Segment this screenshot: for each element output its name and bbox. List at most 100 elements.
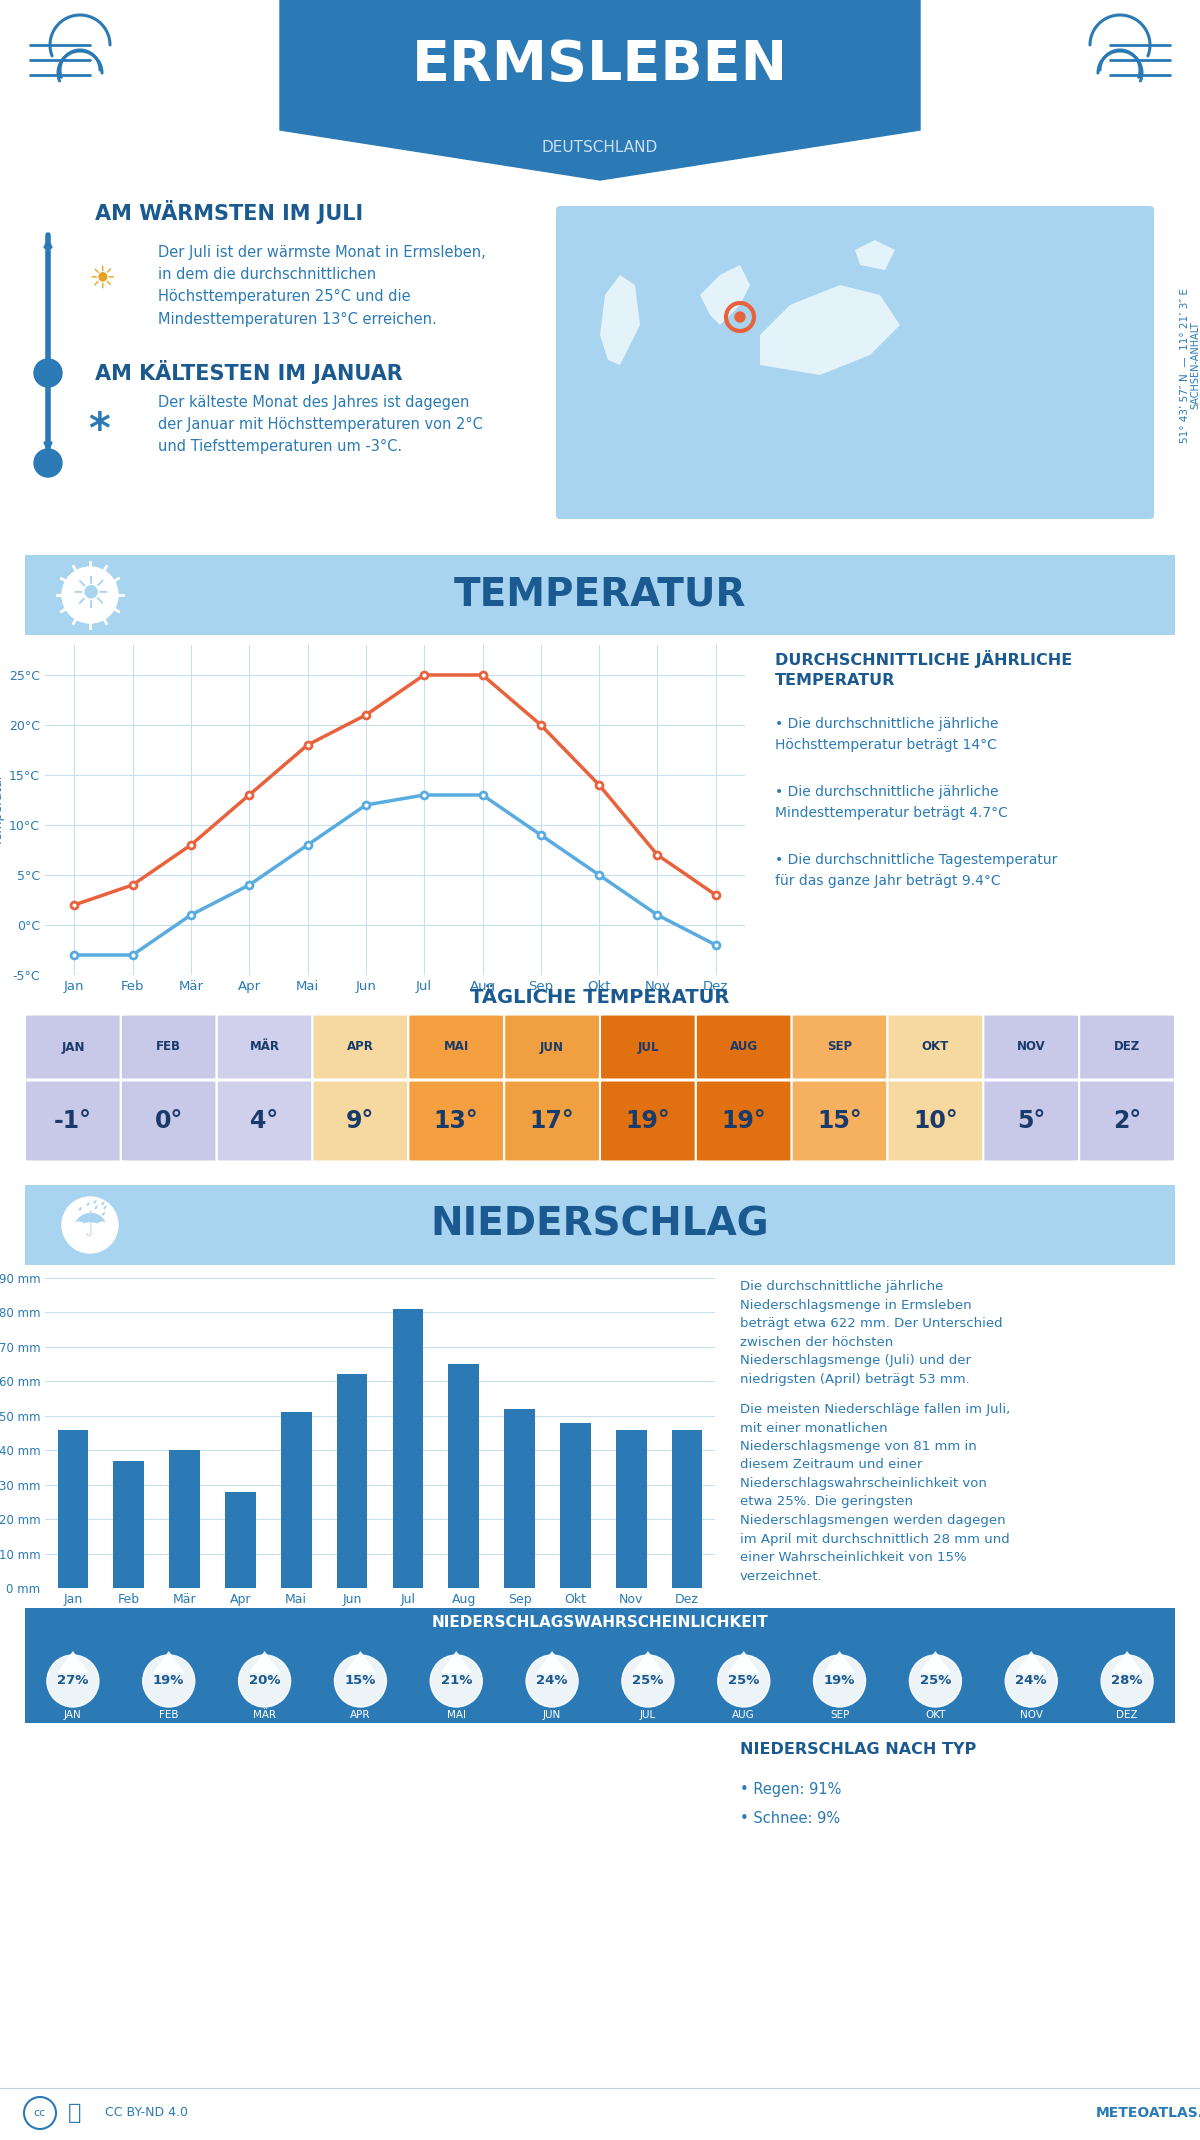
Polygon shape — [727, 1650, 760, 1673]
Text: JAN: JAN — [64, 1710, 82, 1721]
Text: FEB: FEB — [156, 1040, 181, 1053]
Polygon shape — [440, 1650, 473, 1673]
Text: 25%: 25% — [728, 1673, 760, 1686]
FancyBboxPatch shape — [504, 1014, 600, 1079]
Text: MAI: MAI — [446, 1710, 466, 1721]
Polygon shape — [56, 1650, 89, 1673]
Text: 17°: 17° — [529, 1109, 575, 1132]
FancyBboxPatch shape — [696, 1081, 792, 1162]
Bar — [672, 1430, 702, 1588]
FancyBboxPatch shape — [121, 1081, 217, 1162]
FancyBboxPatch shape — [217, 1014, 312, 1079]
FancyBboxPatch shape — [983, 1014, 1079, 1079]
Text: Die meisten Niederschläge fallen im Juli,
mit einer monatlichen
Niederschlagsmen: Die meisten Niederschläge fallen im Juli… — [740, 1404, 1010, 1581]
Text: ⓘ: ⓘ — [68, 2104, 82, 2123]
Text: 28%: 28% — [1111, 1673, 1142, 1686]
Text: 10°: 10° — [913, 1109, 958, 1132]
Text: APR: APR — [347, 1040, 374, 1053]
Circle shape — [718, 1654, 769, 1708]
FancyBboxPatch shape — [121, 1014, 217, 1079]
Polygon shape — [700, 265, 750, 325]
Text: 24%: 24% — [536, 1673, 568, 1686]
FancyBboxPatch shape — [20, 550, 1180, 640]
FancyBboxPatch shape — [312, 1081, 408, 1162]
Text: SEP: SEP — [827, 1040, 852, 1053]
Circle shape — [335, 1654, 386, 1708]
Circle shape — [814, 1654, 865, 1708]
Text: *: * — [88, 411, 109, 452]
Text: JUN: JUN — [540, 1040, 564, 1053]
FancyBboxPatch shape — [504, 1081, 600, 1162]
Text: ERMSLEBEN: ERMSLEBEN — [412, 39, 788, 92]
Text: SEP: SEP — [830, 1710, 850, 1721]
Text: 25%: 25% — [919, 1673, 952, 1686]
Text: AUG: AUG — [730, 1040, 758, 1053]
FancyBboxPatch shape — [556, 205, 1154, 520]
Circle shape — [239, 1654, 290, 1708]
Text: 19%: 19% — [824, 1673, 856, 1686]
Text: TEMPERATUR: TEMPERATUR — [454, 576, 746, 614]
FancyBboxPatch shape — [312, 1014, 408, 1079]
Polygon shape — [1015, 1650, 1048, 1673]
Text: • Regen: 91%
• Schnee: 9%: • Regen: 91% • Schnee: 9% — [740, 1783, 841, 1825]
Text: TÄGLICHE TEMPERATUR: TÄGLICHE TEMPERATUR — [470, 989, 730, 1008]
Text: DEZ: DEZ — [1116, 1710, 1138, 1721]
Polygon shape — [1111, 1650, 1144, 1673]
Polygon shape — [823, 1650, 856, 1673]
Circle shape — [1006, 1654, 1057, 1708]
Text: APR: APR — [350, 1710, 371, 1721]
Text: NOV: NOV — [1016, 1040, 1045, 1053]
Text: MAI: MAI — [444, 1040, 469, 1053]
Text: 20%: 20% — [248, 1673, 281, 1686]
Circle shape — [62, 1196, 118, 1254]
Text: Der Juli ist der wärmste Monat in Ermsleben,
in dem die durchschnittlichen
Höchs: Der Juli ist der wärmste Monat in Ermsle… — [158, 244, 486, 327]
Text: DEZ: DEZ — [1114, 1040, 1140, 1053]
Text: AUG: AUG — [732, 1710, 755, 1721]
Text: 5°: 5° — [1018, 1109, 1045, 1132]
Text: MÄR: MÄR — [253, 1710, 276, 1721]
Circle shape — [734, 312, 745, 321]
Legend: Maximale Temperatur, Minimale Temperatur: Maximale Temperatur, Minimale Temperatur — [152, 1012, 526, 1036]
Text: 15%: 15% — [344, 1673, 376, 1686]
Text: 4°: 4° — [251, 1109, 278, 1132]
Text: FEB: FEB — [158, 1710, 179, 1721]
Text: ☀: ☀ — [88, 265, 115, 293]
Text: • Die durchschnittliche jährliche
Höchsttemperatur beträgt 14°C: • Die durchschnittliche jährliche Höchst… — [775, 717, 998, 751]
Polygon shape — [280, 0, 920, 180]
Text: Die durchschnittliche jährliche
Niederschlagsmenge in Ermsleben
beträgt etwa 622: Die durchschnittliche jährliche Niedersc… — [740, 1280, 1003, 1385]
Polygon shape — [600, 276, 640, 366]
Circle shape — [910, 1654, 961, 1708]
Circle shape — [47, 1654, 98, 1708]
Circle shape — [34, 449, 62, 477]
Bar — [560, 1423, 590, 1588]
Polygon shape — [854, 240, 895, 270]
Bar — [281, 1412, 312, 1588]
Polygon shape — [248, 1650, 281, 1673]
Polygon shape — [344, 1650, 377, 1673]
Polygon shape — [536, 1650, 568, 1673]
Circle shape — [526, 1654, 578, 1708]
Text: 27%: 27% — [58, 1673, 89, 1686]
Bar — [504, 1408, 535, 1588]
Text: 15°: 15° — [817, 1109, 862, 1132]
Text: NOV: NOV — [1020, 1710, 1043, 1721]
Text: JAN: JAN — [61, 1040, 85, 1053]
Text: 9°: 9° — [347, 1109, 374, 1132]
FancyBboxPatch shape — [792, 1081, 888, 1162]
Text: 13°: 13° — [434, 1109, 479, 1132]
FancyBboxPatch shape — [983, 1081, 1079, 1162]
Text: OKT: OKT — [925, 1710, 946, 1721]
FancyBboxPatch shape — [696, 1014, 792, 1079]
Text: 2°: 2° — [1112, 1109, 1141, 1132]
FancyBboxPatch shape — [25, 1014, 121, 1079]
FancyBboxPatch shape — [888, 1081, 983, 1162]
Circle shape — [622, 1654, 674, 1708]
Bar — [58, 1430, 89, 1588]
Bar — [226, 1492, 256, 1588]
Text: SACHSEN-ANHALT: SACHSEN-ANHALT — [1190, 321, 1200, 409]
FancyBboxPatch shape — [22, 1605, 1178, 1727]
Text: 19%: 19% — [154, 1673, 185, 1686]
FancyBboxPatch shape — [888, 1014, 983, 1079]
FancyBboxPatch shape — [792, 1014, 888, 1079]
FancyBboxPatch shape — [217, 1081, 312, 1162]
